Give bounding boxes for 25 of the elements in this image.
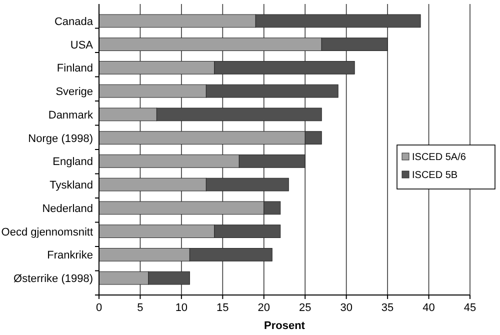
- x-tick-label: 30: [340, 302, 352, 314]
- y-tick-label: Nederland: [42, 202, 93, 215]
- y-tick-label: Tyskland: [50, 180, 93, 192]
- y-tick-label: England: [52, 156, 93, 168]
- y-tick-label: USA: [70, 39, 94, 52]
- x-tick-label: 10: [175, 302, 188, 314]
- x-tick-label: 25: [298, 302, 312, 314]
- x-tick-label: 15: [216, 302, 229, 314]
- legend-label: ISCED 5B: [412, 170, 458, 181]
- y-tick-label: Oecd gjennomsnitt: [1, 226, 93, 238]
- y-tick-label: Østerrike (1998): [14, 273, 93, 286]
- x-tick-label: 20: [258, 302, 270, 314]
- x-tick-label: 35: [381, 302, 394, 314]
- y-tick-label: Finland: [56, 62, 93, 75]
- x-tick-label: 40: [422, 302, 435, 314]
- y-tick-label: Danmark: [48, 109, 94, 122]
- y-tick-label: Sverige: [56, 86, 93, 98]
- legend-label: ISCED 5A/6: [412, 152, 466, 163]
- x-axis-title: Prosent: [264, 320, 306, 332]
- x-tick-label: 45: [464, 302, 476, 314]
- y-tick-label: Frankrike: [47, 250, 93, 262]
- x-tick-label: 0: [96, 302, 102, 314]
- y-tick-label: Canada: [54, 16, 94, 28]
- y-tick-label: Norge (1998): [28, 132, 93, 145]
- x-tick-label: 5: [137, 302, 144, 314]
